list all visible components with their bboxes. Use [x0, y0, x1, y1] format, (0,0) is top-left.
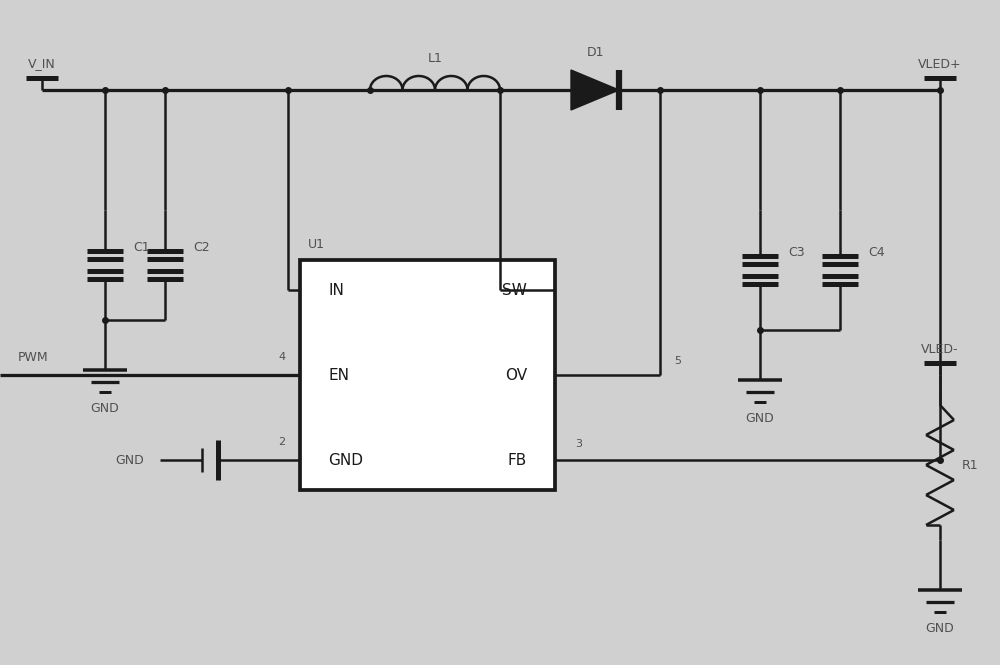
- Text: V_IN: V_IN: [28, 57, 56, 70]
- Text: L1: L1: [428, 51, 442, 65]
- Polygon shape: [571, 70, 619, 110]
- Text: 5: 5: [674, 356, 681, 366]
- Text: GND: GND: [328, 452, 363, 467]
- Text: PWM: PWM: [18, 350, 49, 364]
- Text: R1: R1: [962, 458, 979, 471]
- Text: EN: EN: [328, 368, 349, 382]
- Text: D1: D1: [586, 45, 604, 59]
- Text: C4: C4: [868, 245, 885, 259]
- Text: SW: SW: [502, 283, 527, 297]
- Text: GND: GND: [91, 402, 119, 414]
- Text: 2: 2: [278, 437, 286, 447]
- Text: OV: OV: [505, 368, 527, 382]
- Text: C1: C1: [133, 241, 150, 253]
- Text: C2: C2: [193, 241, 210, 253]
- Text: GND: GND: [926, 622, 954, 634]
- Text: FB: FB: [508, 452, 527, 467]
- Bar: [300, 260, 555, 490]
- Text: C3: C3: [788, 245, 805, 259]
- Text: VLED-: VLED-: [921, 342, 959, 356]
- Text: 3: 3: [575, 439, 582, 449]
- Text: VLED+: VLED+: [918, 57, 962, 70]
- Text: U1: U1: [308, 237, 325, 251]
- Text: IN: IN: [328, 283, 344, 297]
- Text: GND: GND: [746, 412, 774, 424]
- Text: GND: GND: [116, 454, 144, 467]
- Text: 4: 4: [278, 352, 286, 362]
